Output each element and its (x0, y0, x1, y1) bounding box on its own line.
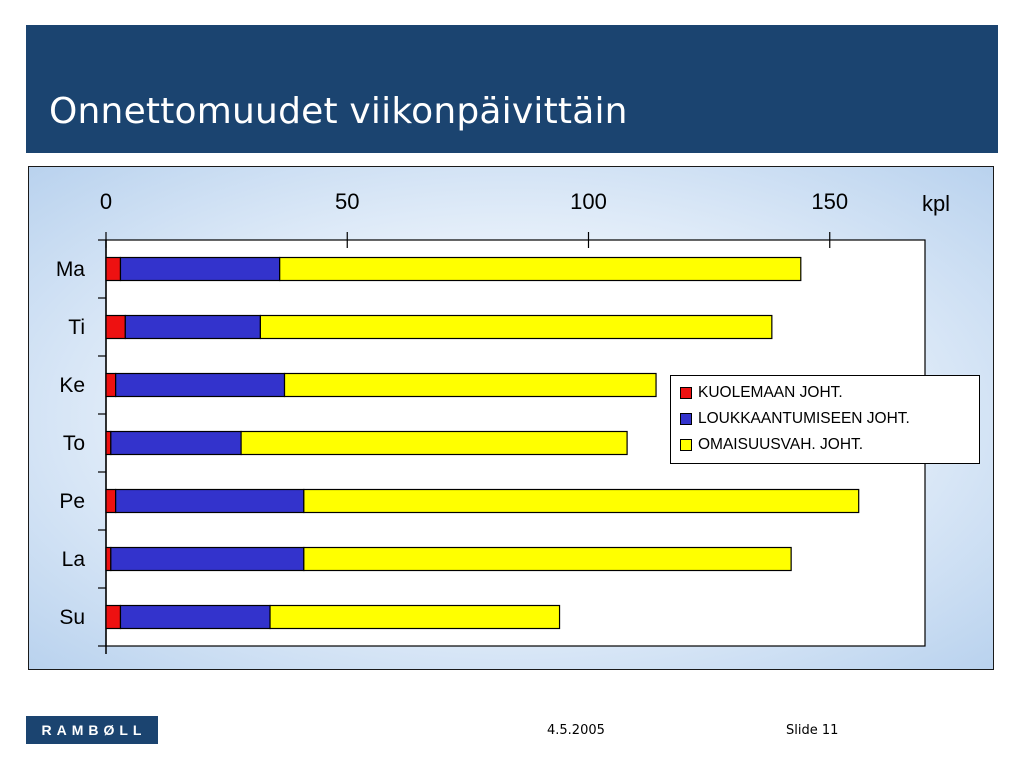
x-tick-label: 50 (335, 189, 359, 214)
bar-segment-omaisuusvah (303, 546, 792, 572)
slide-title: Onnettomuudet viikonpäivittäin (49, 91, 628, 132)
bar-segment-kuolemaan (105, 430, 112, 456)
bar-segment-kuolemaan (105, 604, 122, 630)
bar-segment-loukkaantumiseen (119, 256, 281, 282)
bar-segment-omaisuusvah (303, 488, 860, 514)
bar-segment-omaisuusvah (283, 372, 657, 398)
title-bar: Onnettomuudet viikonpäivittäin (26, 25, 998, 153)
x-unit-label: kpl (922, 191, 950, 216)
bar-segment-kuolemaan (105, 488, 117, 514)
legend-swatch (680, 387, 692, 399)
slide-number: Slide 11 (786, 723, 839, 738)
bar-segment-kuolemaan (105, 314, 126, 340)
y-category-label: Ti (68, 316, 85, 339)
y-category-label: Pe (59, 490, 85, 513)
bar-segment-kuolemaan (105, 256, 122, 282)
x-tick-label: 100 (570, 189, 607, 214)
footer-date: 4.5.2005 (547, 723, 605, 738)
bar-segment-omaisuusvah (269, 604, 561, 630)
legend-item: OMAISUUSVAH. JOHT. (680, 432, 979, 458)
bar-segment-omaisuusvah (259, 314, 773, 340)
y-category-label: Su (59, 606, 85, 629)
legend-label: OMAISUUSVAH. JOHT. (698, 436, 864, 453)
bar-segment-kuolemaan (105, 372, 117, 398)
x-tick-label: 0 (100, 189, 112, 214)
chart: 0 50 100 150 kpl Ma Ti Ke To Pe La Su (56, 189, 950, 654)
ramboll-logo: RAMBØLL (26, 716, 158, 744)
legend-item: LOUKKAANTUMISEEN JOHT. (680, 406, 979, 432)
bar-segment-omaisuusvah (279, 256, 802, 282)
bar-segment-loukkaantumiseen (110, 430, 242, 456)
bar-segment-loukkaantumiseen (119, 604, 271, 630)
y-category-label: Ma (56, 258, 85, 281)
y-category-label: Ke (59, 374, 85, 397)
legend-item: KUOLEMAAN JOHT. (680, 380, 979, 406)
legend-label: KUOLEMAAN JOHT. (698, 384, 843, 401)
bar-segment-loukkaantumiseen (124, 314, 262, 340)
y-category-label: La (62, 548, 86, 571)
legend-swatch (680, 439, 692, 451)
bar-segment-loukkaantumiseen (115, 488, 305, 514)
bar-segment-loukkaantumiseen (115, 372, 286, 398)
logo-text: RAMBØLL (41, 722, 147, 738)
bar-segment-kuolemaan (105, 546, 112, 572)
legend-swatch (680, 413, 692, 425)
bar-segment-omaisuusvah (240, 430, 628, 456)
legend-label: LOUKKAANTUMISEEN JOHT. (698, 410, 910, 427)
chart-legend: KUOLEMAAN JOHT. LOUKKAANTUMISEEN JOHT. OMA… (670, 375, 980, 464)
bar-segment-loukkaantumiseen (110, 546, 305, 572)
y-category-label: To (63, 432, 85, 455)
x-tick-label: 150 (811, 189, 848, 214)
